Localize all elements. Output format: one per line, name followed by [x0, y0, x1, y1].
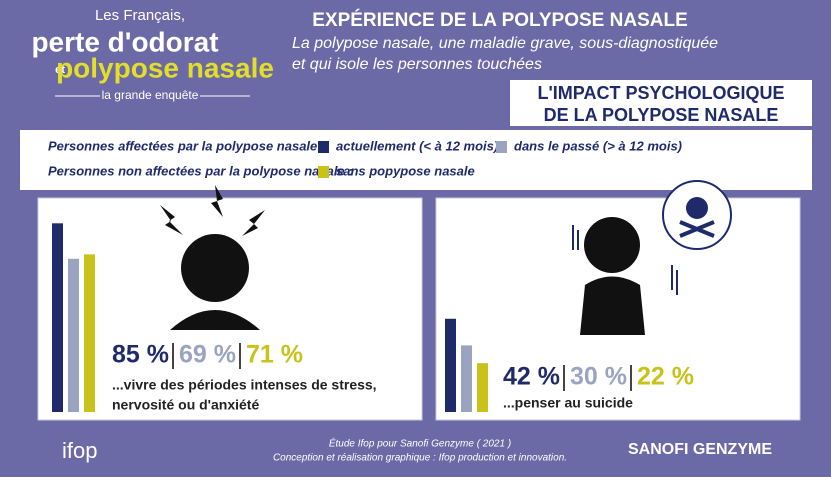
footer-credit: Étude Ifop pour Sanofi Genzyme ( 2021 ) [329, 437, 511, 450]
bar [52, 223, 63, 412]
separator [630, 365, 632, 391]
bar [84, 254, 95, 412]
value-label: 30 % [570, 363, 627, 391]
legend-label: dans le passé (> à 12 mois) [514, 138, 682, 153]
caption: ...vivre des périodes intenses de stress… [112, 377, 377, 393]
section-title: DE LA POLYPOSE NASALE [544, 105, 779, 125]
value-label: 69 % [179, 341, 236, 369]
bar [445, 319, 456, 412]
title: EXPÉRIENCE DE LA POLYPOSE NASALE [312, 9, 688, 31]
bar [461, 345, 472, 412]
infographic: Les Français, perte d'odorat et polypose… [0, 0, 831, 477]
bar [68, 259, 79, 412]
header-line: polypose nasale [56, 52, 274, 83]
header-line: la grande enquête [102, 88, 199, 102]
caption: nervosité ou d'anxiété [112, 397, 259, 413]
subtitle: La polypose nasale, une maladie grave, s… [292, 35, 718, 52]
value-label: 42 % [503, 363, 560, 391]
bar [477, 363, 488, 412]
subtitle: et qui isole les personnes touchées [292, 56, 542, 73]
legend-swatch [318, 166, 329, 178]
caption: ...penser au suicide [503, 395, 633, 411]
legend-label: actuellement (< à 12 mois) [336, 138, 498, 153]
value-label: 85 % [112, 341, 169, 369]
separator [239, 343, 241, 369]
legend-group: Personnes affectées par la polypose nasa… [48, 138, 325, 153]
legend-label: sans popypose nasale [336, 163, 475, 178]
value-label: 22 % [637, 363, 694, 391]
footer-logo: ifop [62, 438, 97, 463]
legend-swatch [496, 141, 507, 153]
header-line: Les Français, [95, 7, 185, 24]
section-title: L'IMPACT PSYCHOLOGIQUE [538, 83, 785, 103]
legend-swatch [318, 141, 329, 153]
footer-brand: SANOFI GENZYME [628, 441, 772, 458]
value-label: 71 % [246, 341, 303, 369]
separator [563, 365, 565, 391]
legend-group: Personnes non affectées par la polypose … [48, 163, 353, 178]
footer-credit: Conception et réalisation graphique : If… [273, 453, 567, 464]
separator [172, 343, 174, 369]
